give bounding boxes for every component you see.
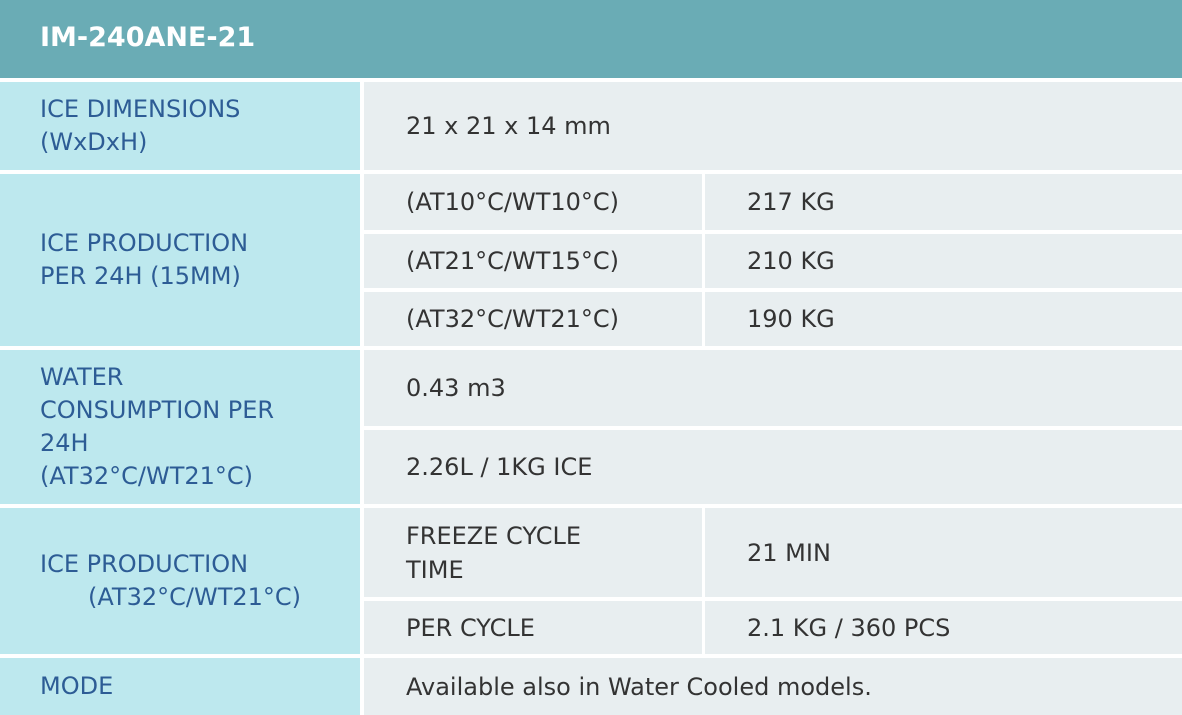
value-cell: FREEZE CYCLE TIME — [364, 508, 702, 597]
label-line: ICE PRODUCTION — [40, 229, 249, 257]
value-cell: 2.1 KG / 360 PCS — [705, 601, 1182, 654]
row-label: ICE PRODUCTION (AT32°C/WT21°C) — [0, 508, 360, 654]
label-line: (AT32°C/WT21°C) — [88, 583, 302, 611]
value-cell: 190 KG — [705, 292, 1182, 346]
label-line: CONSUMPTION PER — [40, 396, 275, 424]
value-cell: 0.43 m3 — [364, 350, 1182, 426]
label-line: ICE PRODUCTION — [40, 550, 249, 578]
row-label: MODE — [0, 658, 360, 715]
value-cell: 2.26L / 1KG ICE — [364, 430, 1182, 504]
value-cell: PER CYCLE — [364, 601, 702, 654]
row-label: WATER CONSUMPTION PER 24H (AT32°C/WT21°C) — [0, 350, 360, 504]
row-label: ICE DIMENSIONS (WxDxH) — [0, 82, 360, 170]
value-cell: (AT10°C/WT10°C) — [364, 174, 702, 230]
label-line: (AT32°C/WT21°C) — [40, 462, 254, 490]
value-cell: Available also in Water Cooled models. — [364, 658, 1182, 715]
label-line: MODE — [40, 672, 114, 700]
value-cell: 210 KG — [705, 234, 1182, 288]
label-line: ICE DIMENSIONS — [40, 95, 241, 123]
header-title: IM-240ANE-21 — [40, 22, 256, 53]
label-line: (WxDxH) — [40, 128, 148, 156]
label-line: 24H — [40, 429, 89, 457]
row-label: ICE PRODUCTION PER 24H (15MM) — [0, 174, 360, 346]
label-line: WATER — [40, 363, 124, 391]
value-cell: 217 KG — [705, 174, 1182, 230]
value-cell: (AT21°C/WT15°C) — [364, 234, 702, 288]
value-cell: (AT32°C/WT21°C) — [364, 292, 702, 346]
header: IM-240ANE-21 — [0, 0, 1182, 78]
value-cell: 21 MIN — [705, 508, 1182, 597]
value-cell: 21 x 21 x 14 mm — [364, 82, 1182, 170]
label-line: PER 24H (15MM) — [40, 262, 241, 290]
